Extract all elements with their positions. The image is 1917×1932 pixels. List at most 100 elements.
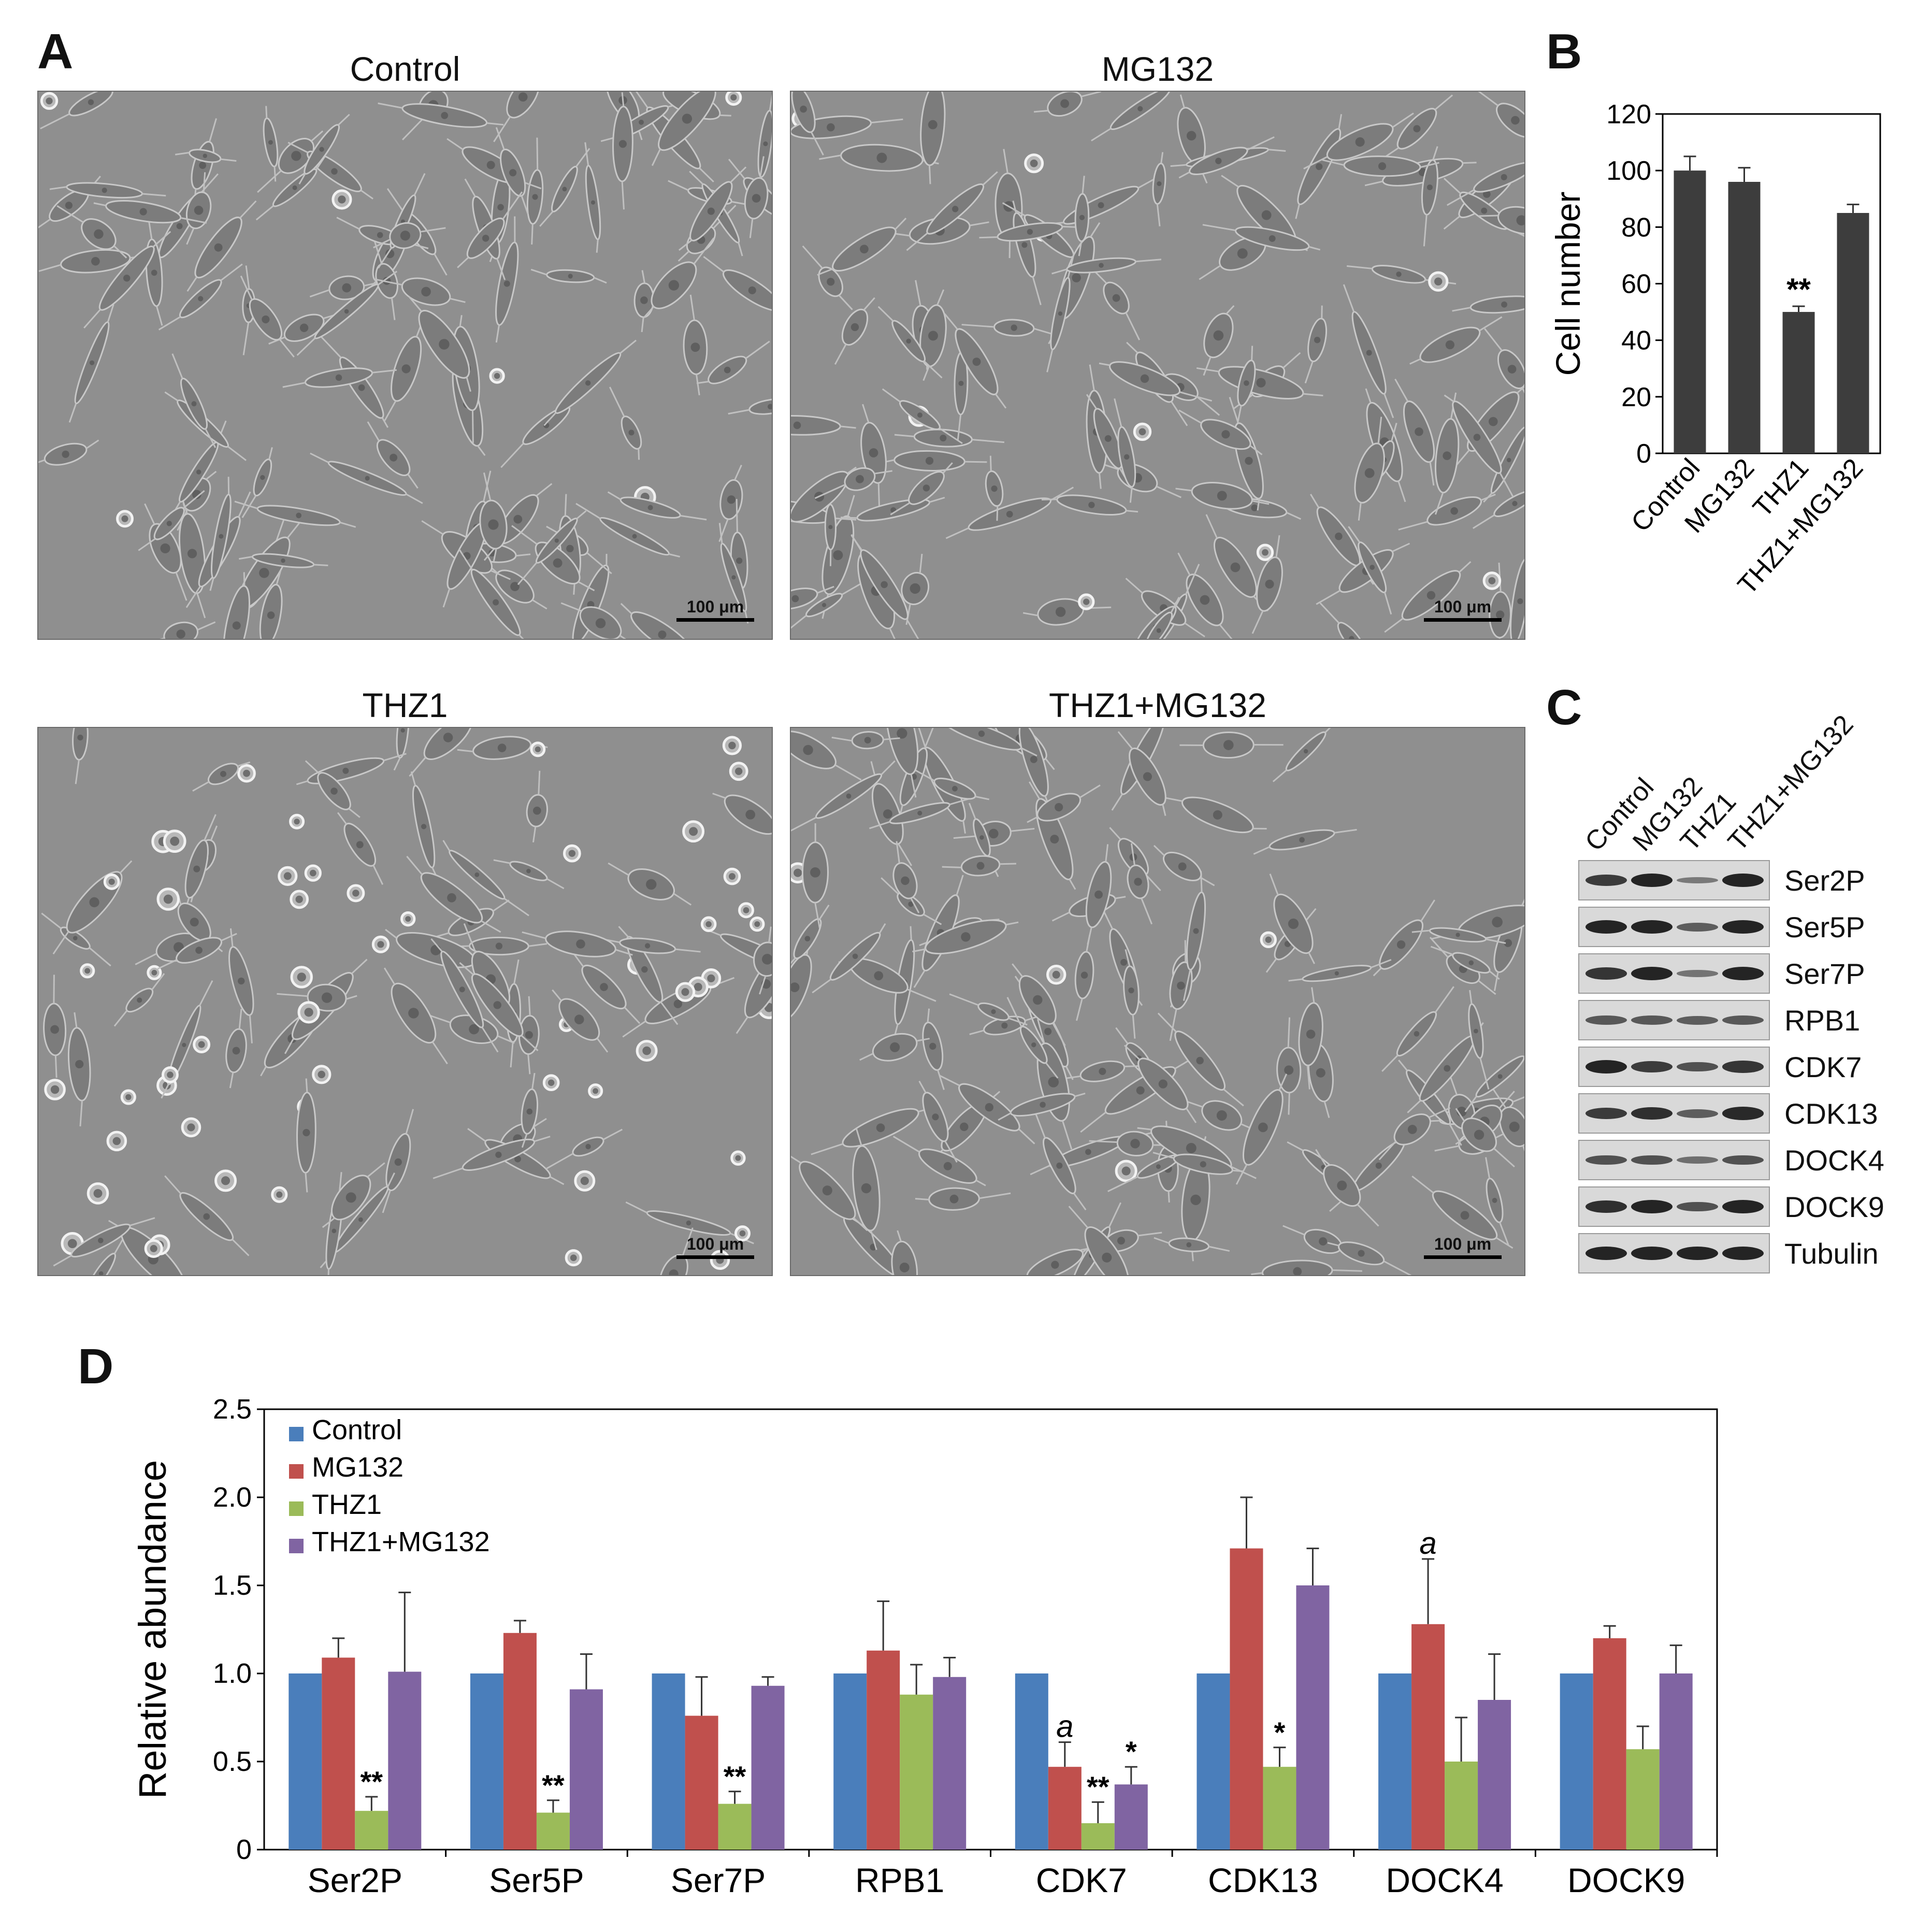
cell-process (1346, 265, 1373, 269)
cell-process (641, 270, 646, 284)
cell-process (689, 170, 704, 185)
spread-cell (1041, 494, 1138, 516)
cell-process (1010, 827, 1035, 832)
cell-process (210, 825, 218, 841)
spread-cell (430, 938, 499, 1053)
cell-nucleus (232, 1047, 240, 1055)
cell-process (313, 564, 328, 566)
spread-cell (186, 200, 257, 292)
cell-process (242, 322, 250, 355)
cell-nucleus (1196, 1056, 1204, 1065)
cell-process (490, 569, 511, 580)
cell-process (434, 253, 448, 276)
cell-process (624, 1007, 641, 1024)
spread-cell (791, 904, 830, 979)
cell-nucleus (748, 286, 756, 294)
cell-nucleus (488, 519, 499, 530)
cell-nucleus (385, 249, 395, 259)
cell-process (532, 826, 537, 843)
spread-cell (305, 760, 361, 818)
cell-process (1295, 204, 1300, 219)
cell-process (1184, 940, 1187, 963)
spread-cell (1447, 162, 1524, 206)
spread-cell (869, 797, 971, 829)
spread-cell (791, 760, 896, 833)
cell-process (1383, 393, 1394, 419)
rounded-cell-core (705, 921, 712, 927)
cell-process (643, 306, 655, 319)
cell-process (606, 554, 608, 566)
y-tick-label: 0.5 (213, 1746, 252, 1777)
cell-process (240, 275, 253, 300)
cell-process (305, 1172, 308, 1193)
rounded-cell-core (728, 873, 736, 880)
spread-cell (753, 926, 772, 995)
cell-process (208, 118, 217, 142)
cell-nucleus (647, 505, 653, 510)
cell-process (1472, 514, 1495, 529)
cell-process (420, 227, 446, 233)
spread-cell (892, 1136, 986, 1186)
cell-process (1484, 328, 1503, 351)
cell-nucleus (526, 1108, 533, 1115)
cell-process (54, 1055, 57, 1078)
cell-nucleus (75, 1060, 84, 1069)
cell-process (759, 976, 767, 995)
cell-nucleus (1080, 971, 1088, 979)
cell-process (982, 171, 998, 186)
cell-process (863, 297, 875, 311)
cell-process (409, 756, 426, 777)
spread-cell (144, 621, 216, 639)
cell-process (503, 897, 529, 917)
y-axis-label: Relative abundance (131, 1460, 174, 1799)
spread-cell (543, 339, 637, 426)
cell-process (1304, 361, 1314, 384)
x-tick-label: DOCK4 (1386, 1861, 1503, 1899)
cell-process (1357, 1204, 1379, 1227)
cell-process (151, 973, 165, 991)
cell-process (493, 548, 497, 562)
rounded-cell-core (1083, 598, 1090, 605)
spread-cell (1327, 1241, 1411, 1275)
cell-nucleus (925, 456, 934, 465)
cell-nucleus (1407, 1125, 1417, 1134)
cell-nucleus (1450, 507, 1458, 515)
cell-process (1002, 202, 1026, 217)
cell-process (730, 166, 747, 183)
cell-process (382, 1190, 391, 1213)
panel-d-label: D (78, 1339, 114, 1394)
blot-band (1677, 1109, 1718, 1118)
cell-process (1434, 1145, 1460, 1152)
cell-process (1177, 552, 1191, 576)
cell-process (152, 231, 171, 248)
spread-cell (164, 1175, 250, 1256)
cell-nucleus (600, 983, 608, 991)
cell-nucleus (281, 558, 285, 563)
spread-cell (459, 962, 539, 1051)
cell-nucleus (1492, 1198, 1497, 1203)
cell-process (205, 428, 217, 448)
cell-process (1125, 578, 1143, 594)
cell-process (718, 523, 723, 544)
cell-nucleus (1481, 207, 1488, 214)
cell-nucleus (302, 1128, 310, 1137)
spread-cell (945, 486, 1074, 539)
cell-process (1455, 1108, 1465, 1122)
spread-cell (157, 933, 237, 970)
cell-process (1429, 937, 1449, 958)
cell-process (182, 490, 205, 509)
cell-process (1493, 971, 1499, 991)
cell-nucleus (562, 187, 567, 192)
cell-process (1171, 401, 1188, 426)
cell-process (975, 1179, 986, 1186)
cell-process (539, 211, 554, 227)
cell-nucleus (846, 793, 852, 799)
cell-nucleus (1033, 995, 1043, 1005)
cell-nucleus (1284, 1065, 1294, 1075)
bar-mg132 (867, 1650, 900, 1850)
cell-process (157, 959, 177, 970)
spread-cell (517, 510, 587, 585)
cell-process (919, 553, 923, 574)
cell-process (600, 137, 615, 142)
scale-bar-line (676, 1255, 754, 1259)
